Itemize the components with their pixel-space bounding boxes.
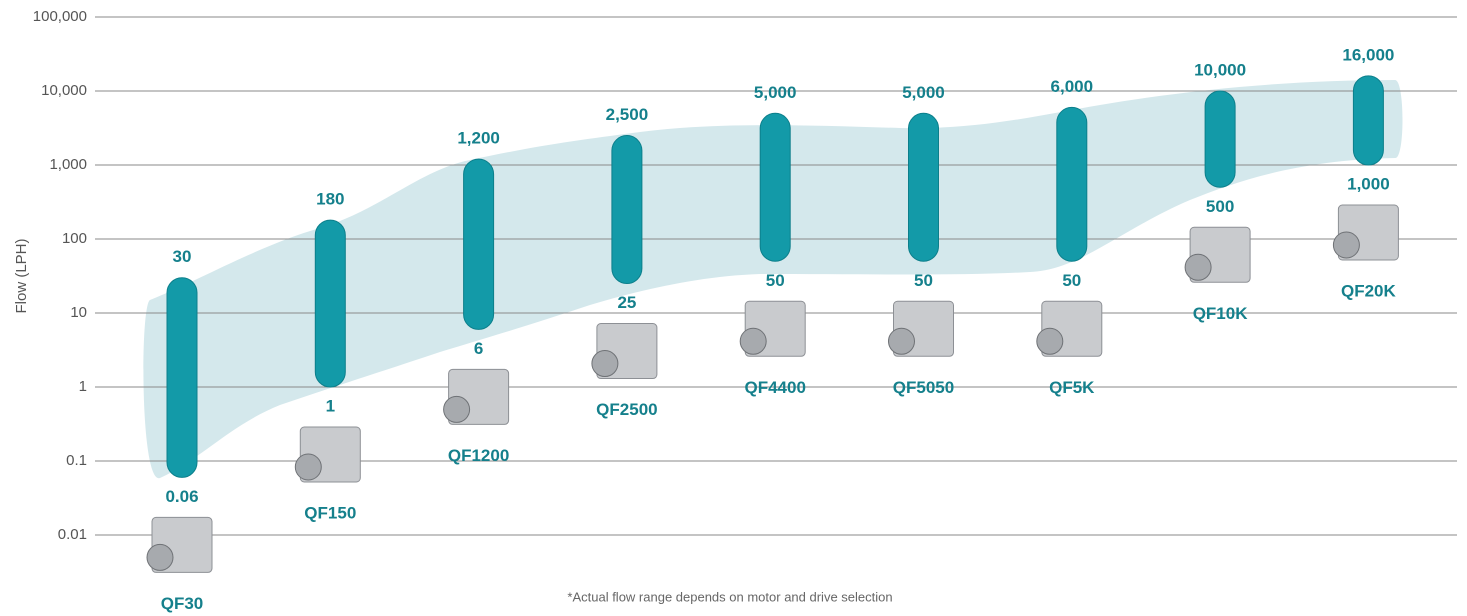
value-label: 10,000 bbox=[1194, 60, 1246, 79]
product-image bbox=[1184, 253, 1212, 281]
range-bar bbox=[1204, 90, 1236, 188]
range-bar bbox=[166, 277, 198, 478]
value-label: 25 bbox=[617, 293, 636, 312]
value-label: 6,000 bbox=[1051, 77, 1094, 96]
value-label: 5,000 bbox=[754, 83, 797, 102]
product-image bbox=[443, 395, 471, 423]
category-label: QF150 bbox=[304, 503, 356, 522]
value-label: 1,200 bbox=[457, 129, 500, 148]
value-label: 0.06 bbox=[165, 487, 198, 506]
value-label: 2,500 bbox=[606, 105, 649, 124]
value-label: 500 bbox=[1206, 197, 1234, 216]
category-label: QF4400 bbox=[744, 378, 805, 397]
range-bar bbox=[463, 158, 495, 330]
range-bar bbox=[611, 135, 643, 285]
y-tick-label: 100 bbox=[62, 230, 87, 247]
category-label: QF5K bbox=[1049, 378, 1095, 397]
value-label: 6 bbox=[474, 339, 483, 358]
value-label: 50 bbox=[1062, 271, 1081, 290]
range-bar bbox=[1352, 75, 1384, 166]
product-image bbox=[146, 543, 174, 571]
product-image bbox=[1332, 231, 1360, 259]
footnote: *Actual flow range depends on motor and … bbox=[567, 589, 892, 604]
product-image bbox=[1036, 327, 1064, 355]
value-label: 30 bbox=[173, 247, 192, 266]
range-bar bbox=[1056, 106, 1088, 262]
range-envelope bbox=[143, 80, 1403, 479]
y-tick-label: 1,000 bbox=[49, 156, 87, 173]
value-label: 5,000 bbox=[902, 83, 945, 102]
value-label: 1,000 bbox=[1347, 174, 1390, 193]
category-label: QF20K bbox=[1341, 281, 1397, 300]
range-bar bbox=[314, 219, 346, 388]
range-bar bbox=[908, 112, 939, 262]
y-tick-label: 0.01 bbox=[58, 526, 87, 543]
product-image bbox=[888, 327, 915, 355]
y-tick-label: 1 bbox=[79, 378, 87, 395]
value-label: 16,000 bbox=[1342, 45, 1394, 64]
range-bar bbox=[759, 112, 791, 262]
y-tick-label: 0.1 bbox=[66, 452, 87, 469]
product-image bbox=[739, 327, 767, 355]
value-label: 1 bbox=[326, 396, 335, 415]
product-image bbox=[294, 453, 322, 481]
category-label: QF2500 bbox=[596, 400, 657, 419]
value-label: 50 bbox=[766, 271, 785, 290]
y-tick-label: 10,000 bbox=[41, 82, 87, 99]
category-label: QF1200 bbox=[448, 446, 509, 465]
value-label: 180 bbox=[316, 190, 344, 209]
product-image bbox=[591, 350, 619, 378]
category-label: QF30 bbox=[161, 594, 204, 613]
y-tick-label: 10 bbox=[70, 304, 87, 321]
category-label: QF10K bbox=[1193, 304, 1249, 323]
y-axis-label: Flow (LPH) bbox=[13, 238, 30, 313]
value-label: 50 bbox=[914, 271, 933, 290]
y-tick-label: 100,000 bbox=[33, 8, 87, 25]
category-label: QF5050 bbox=[893, 378, 954, 397]
